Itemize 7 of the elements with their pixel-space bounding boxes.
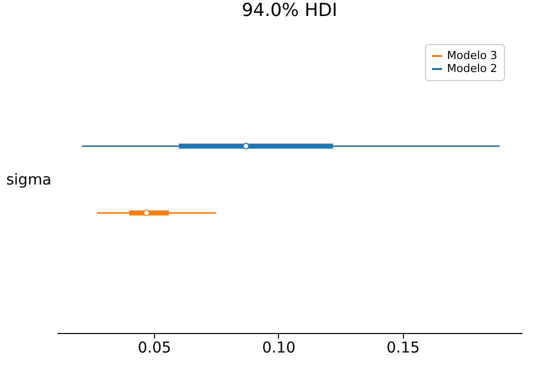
legend-label: Modelo 3: [447, 49, 498, 62]
legend-label: Modelo 2: [447, 62, 498, 75]
x-tick-label: 0.05: [138, 338, 172, 356]
chart-title: 94.0% HDI: [242, 0, 338, 21]
y-tick-label: sigma: [6, 170, 52, 188]
x-tick-label: 0.10: [262, 338, 296, 356]
x-tick-label: 0.15: [386, 338, 420, 356]
